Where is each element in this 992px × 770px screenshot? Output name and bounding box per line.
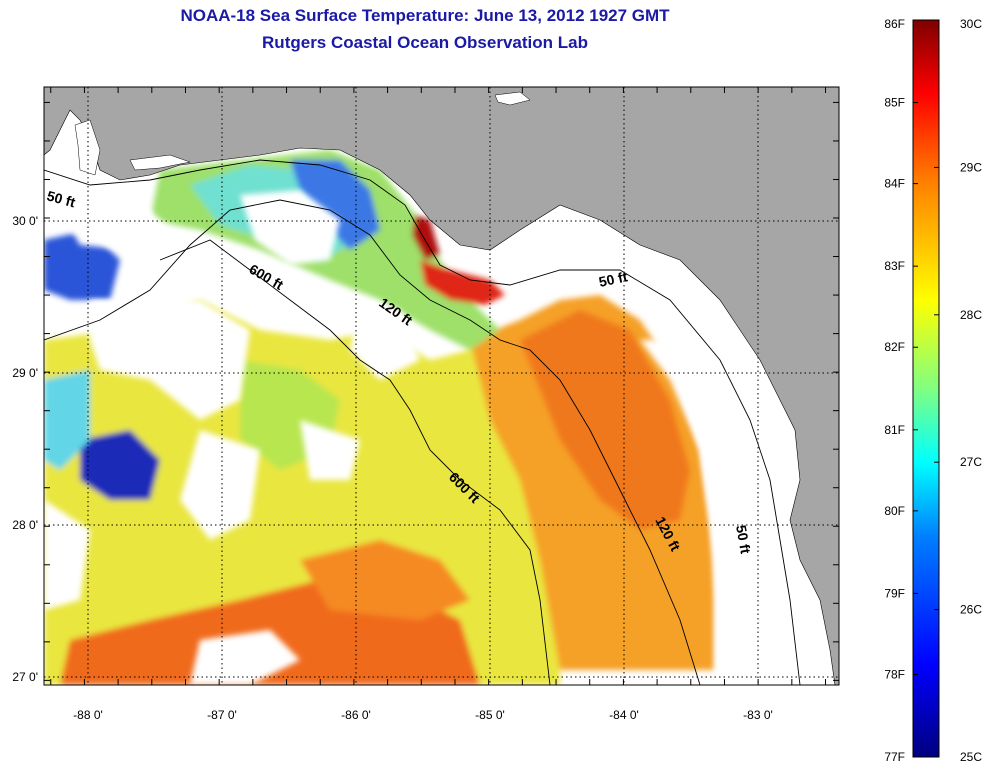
lon-tick-label: -86 0' [341,708,371,722]
depth-contours [44,159,801,685]
colorbar-celsius-label: 26C [960,603,982,617]
lat-tick-label: 29 0' [12,366,38,380]
colorbar-fahrenheit-label: 85F [884,96,905,110]
minor-ticks [44,87,839,685]
sst-region-darkred-bay [412,215,440,260]
cloud-center [180,430,260,540]
cloud-mid [300,420,360,480]
colorbar-celsius-label: 27C [960,455,982,469]
cloud-west [90,300,250,420]
contour-label: 50 ft [733,524,754,555]
lon-tick-label: -88 0' [73,708,103,722]
bay-features [74,91,531,176]
colorbar-fahrenheit-label: 86F [884,17,905,31]
cloud-nw [60,200,170,250]
colorbar-celsius-label: 28C [960,308,982,322]
sst-region-blue-west [44,230,120,300]
contour-label: 50 ft [597,268,629,290]
lon-tick-label: -84 0' [609,708,639,722]
grid-lines [44,87,839,685]
sst-region-blue-bay [80,430,160,500]
contour-label: 50 ft [45,187,77,210]
lon-tick-labels: -88 0' -87 0' -86 0' -85 0' -84 0' -83 0… [73,708,773,722]
colorbar-fahrenheit-label: 78F [884,667,905,681]
contour-50ft-north [44,159,801,685]
colorbar-celsius-labels: 30C 29C 28C 27C 26C 25C [960,17,982,764]
lat-tick-label: 30 0' [12,214,38,228]
nodata-cloud-areas [44,190,800,685]
lon-tick-label: -87 0' [207,708,237,722]
colorbar-fahrenheit-label: 80F [884,504,905,518]
cloud-east-shelf [640,340,800,685]
lon-tick-label: -85 0' [475,708,505,722]
sst-region-orange-southmid [300,540,470,620]
cloud-north [240,190,340,265]
cloud-ne [350,300,420,380]
contour-120ft [44,199,701,685]
colorbar-fahrenheit-label: 82F [884,340,905,354]
colorbar-celsius-label: 25C [960,750,982,764]
bay-pensacola [129,154,191,171]
lat-tick-label: 28 0' [12,518,38,532]
lat-tick-label: 27 0' [12,670,38,684]
colorbar-fahrenheit-label: 84F [884,177,905,191]
colorbar-celsius-label: 29C [960,160,982,174]
colorbar-ticks [913,19,939,758]
lat-tick-labels: 30 0' 29 0' 28 0' 27 0' [12,214,38,684]
map-subtitle: Rutgers Coastal Ocean Observation Lab [262,33,588,52]
plot-frame [43,86,840,686]
cloud-sw [44,500,90,610]
colorbar-gradient [912,19,940,758]
sst-region-cyan-west [44,370,90,470]
colorbar-fahrenheit-label: 83F [884,259,905,273]
colorbar-fahrenheit-label: 77F [884,750,905,764]
colorbar-fahrenheit-label: 81F [884,423,905,437]
sst-region-orange-core [520,310,690,530]
bay-north [494,91,531,106]
contour-600ft [159,239,551,685]
lon-tick-label: -83 0' [743,708,773,722]
colorbar-celsius-label: 30C [960,17,982,31]
cloud-south [190,630,300,685]
map-title: NOAA-18 Sea Surface Temperature: June 13… [180,6,670,25]
colorbar-fahrenheit-label: 79F [884,586,905,600]
sst-region-red-coast [420,260,505,305]
colorbar: 30C 29C 28C 27C 26C 25C 86F 85F 84F 83F 82F 81F 80F… [884,17,982,764]
bay-mobile [74,119,101,176]
plot-area [44,87,839,685]
colorbar-fahrenheit-labels: 86F 85F 84F 83F 82F 81F 80F 79F 78F 77F [884,17,905,764]
